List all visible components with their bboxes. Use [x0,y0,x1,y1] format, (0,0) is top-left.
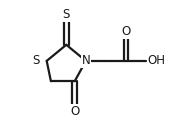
Text: OH: OH [147,54,165,67]
Text: O: O [70,105,79,118]
Text: O: O [121,25,130,38]
Text: N: N [82,54,90,67]
Text: S: S [63,8,70,21]
Text: S: S [32,54,40,67]
